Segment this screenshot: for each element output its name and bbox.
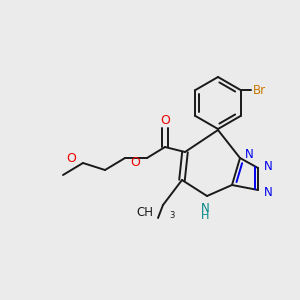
Text: N: N — [245, 148, 254, 161]
Text: O: O — [160, 115, 170, 128]
Text: N: N — [201, 202, 209, 214]
Text: Br: Br — [253, 83, 266, 97]
Text: H: H — [201, 211, 209, 221]
Text: N: N — [264, 185, 273, 199]
Text: 3: 3 — [169, 212, 174, 220]
Text: N: N — [264, 160, 273, 172]
Text: O: O — [66, 152, 76, 164]
Text: O: O — [130, 157, 140, 169]
Text: CH: CH — [136, 206, 153, 220]
